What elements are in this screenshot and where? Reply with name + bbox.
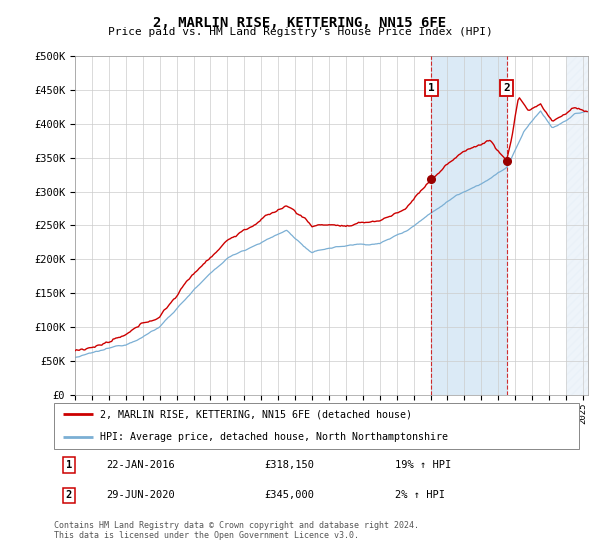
- Text: 2, MARLIN RISE, KETTERING, NN15 6FE: 2, MARLIN RISE, KETTERING, NN15 6FE: [154, 16, 446, 30]
- Bar: [566, 56, 588, 395]
- Text: £318,150: £318,150: [264, 460, 314, 470]
- Text: HPI: Average price, detached house, North Northamptonshire: HPI: Average price, detached house, Nort…: [100, 432, 448, 442]
- Text: 1: 1: [65, 460, 72, 470]
- Bar: [431, 56, 506, 395]
- Text: 29-JUN-2020: 29-JUN-2020: [107, 491, 175, 501]
- Text: 19% ↑ HPI: 19% ↑ HPI: [395, 460, 452, 470]
- Text: 2, MARLIN RISE, KETTERING, NN15 6FE (detached house): 2, MARLIN RISE, KETTERING, NN15 6FE (det…: [100, 409, 412, 419]
- Text: 1: 1: [428, 83, 435, 93]
- Text: 2: 2: [65, 491, 72, 501]
- Text: Price paid vs. HM Land Registry's House Price Index (HPI): Price paid vs. HM Land Registry's House …: [107, 27, 493, 37]
- Text: £345,000: £345,000: [264, 491, 314, 501]
- Text: 2: 2: [503, 83, 510, 93]
- Text: 2% ↑ HPI: 2% ↑ HPI: [395, 491, 445, 501]
- Text: Contains HM Land Registry data © Crown copyright and database right 2024.
This d: Contains HM Land Registry data © Crown c…: [54, 521, 419, 540]
- Text: 22-JAN-2016: 22-JAN-2016: [107, 460, 175, 470]
- FancyBboxPatch shape: [54, 403, 579, 449]
